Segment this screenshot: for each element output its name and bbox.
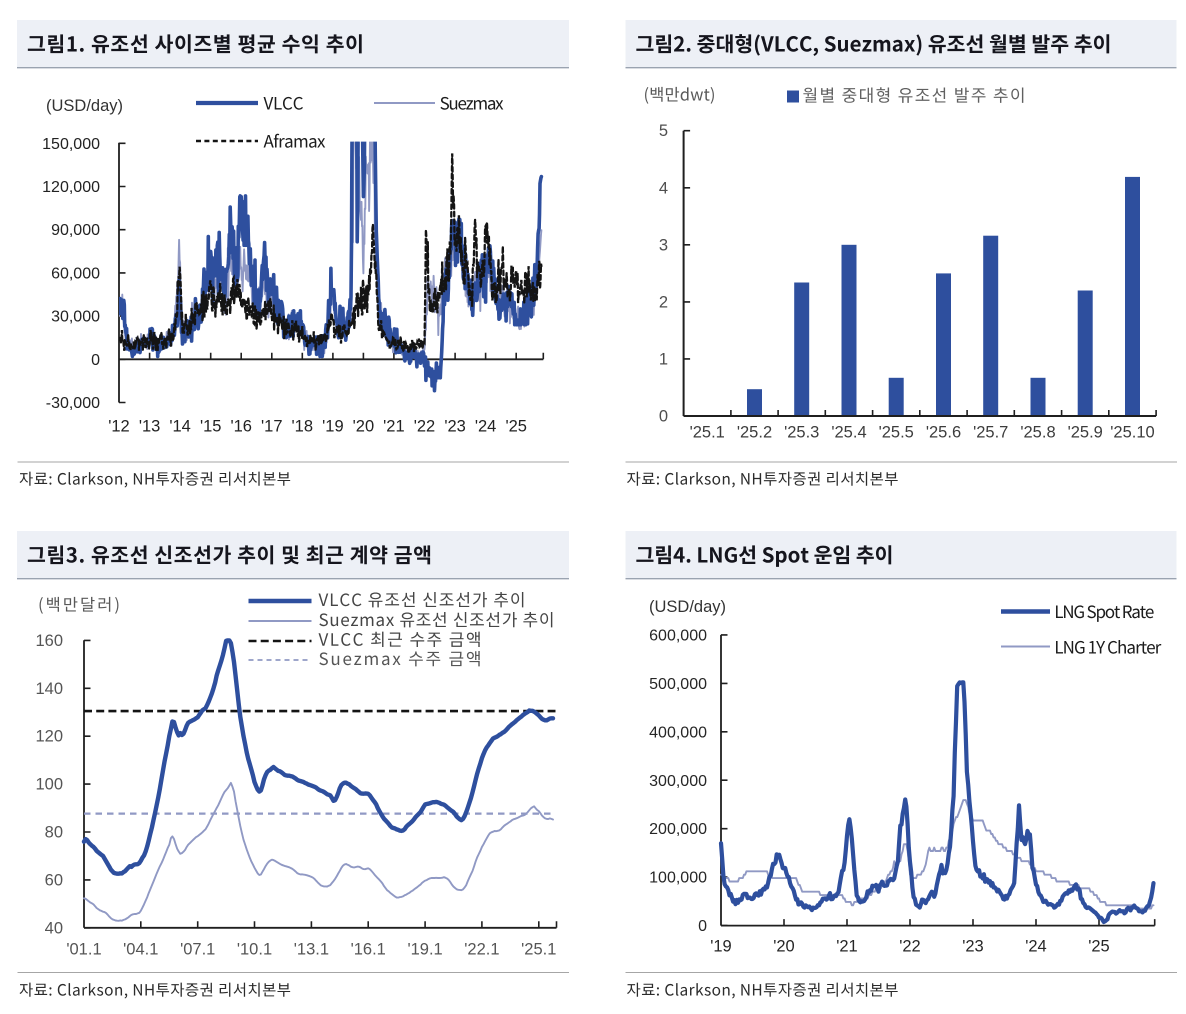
svg-text:150,000: 150,000 <box>42 136 100 153</box>
svg-text:'15: '15 <box>200 418 222 436</box>
svg-text:80: 80 <box>45 824 63 842</box>
svg-text:'04.1: '04.1 <box>123 941 158 959</box>
svg-text:'17: '17 <box>261 418 283 436</box>
svg-text:(USD/day): (USD/day) <box>46 97 123 115</box>
svg-text:'24: '24 <box>1025 938 1047 956</box>
svg-text:'16.1: '16.1 <box>351 941 386 959</box>
svg-text:40: 40 <box>45 919 63 937</box>
svg-text:'19.1: '19.1 <box>407 941 442 959</box>
svg-text:'23: '23 <box>444 418 466 436</box>
svg-text:300,000: 300,000 <box>649 773 707 790</box>
svg-text:'25.4: '25.4 <box>831 424 866 442</box>
svg-text:'18: '18 <box>292 418 314 436</box>
svg-text:'01.1: '01.1 <box>66 941 101 959</box>
svg-text:'25.3: '25.3 <box>784 424 819 442</box>
svg-text:'25.2: '25.2 <box>737 424 772 442</box>
svg-text:60,000: 60,000 <box>51 265 100 282</box>
svg-text:200,000: 200,000 <box>649 821 707 838</box>
svg-text:1: 1 <box>659 350 668 368</box>
svg-text:140: 140 <box>35 680 63 698</box>
svg-text:120,000: 120,000 <box>42 179 100 196</box>
svg-text:2: 2 <box>659 293 668 311</box>
svg-text:0: 0 <box>659 408 668 426</box>
svg-text:120: 120 <box>35 728 63 746</box>
svg-text:'19: '19 <box>710 938 732 956</box>
svg-text:'21: '21 <box>836 938 858 956</box>
svg-text:0: 0 <box>91 352 100 369</box>
svg-text:100,000: 100,000 <box>649 870 707 887</box>
svg-text:'25.1: '25.1 <box>521 941 556 959</box>
svg-text:'22: '22 <box>899 938 921 956</box>
svg-text:4: 4 <box>659 179 668 197</box>
svg-text:60: 60 <box>45 871 63 889</box>
svg-text:'21: '21 <box>383 418 405 436</box>
svg-text:30,000: 30,000 <box>51 309 100 326</box>
svg-text:500,000: 500,000 <box>649 676 707 693</box>
svg-text:'25.8: '25.8 <box>1020 424 1055 442</box>
svg-text:'16: '16 <box>230 418 252 436</box>
svg-text:'25: '25 <box>505 418 527 436</box>
svg-text:'23: '23 <box>962 938 984 956</box>
svg-text:-30,000: -30,000 <box>46 395 100 412</box>
svg-text:'25: '25 <box>1088 938 1110 956</box>
svg-text:'14: '14 <box>169 418 191 436</box>
svg-text:'25.1: '25.1 <box>690 424 725 442</box>
svg-text:'13.1: '13.1 <box>294 941 329 959</box>
svg-text:'19: '19 <box>322 418 344 436</box>
svg-text:5: 5 <box>659 122 668 140</box>
svg-text:'10.1: '10.1 <box>237 941 272 959</box>
svg-text:90,000: 90,000 <box>51 222 100 239</box>
svg-text:'25.6: '25.6 <box>926 424 961 442</box>
svg-text:'25.7: '25.7 <box>973 424 1008 442</box>
svg-text:0: 0 <box>698 918 707 935</box>
svg-text:'24: '24 <box>475 418 497 436</box>
svg-text:'13: '13 <box>139 418 161 436</box>
svg-text:'20: '20 <box>353 418 375 436</box>
svg-text:'22.1: '22.1 <box>464 941 499 959</box>
svg-text:'25.9: '25.9 <box>1068 424 1103 442</box>
svg-text:3: 3 <box>659 236 668 254</box>
svg-text:'20: '20 <box>773 938 795 956</box>
svg-text:'25.5: '25.5 <box>879 424 914 442</box>
svg-text:'12: '12 <box>108 418 130 436</box>
svg-text:400,000: 400,000 <box>649 724 707 741</box>
svg-text:'07.1: '07.1 <box>180 941 215 959</box>
svg-text:600,000: 600,000 <box>649 627 707 644</box>
svg-text:160: 160 <box>35 632 63 650</box>
svg-text:(USD/day): (USD/day) <box>649 598 726 616</box>
svg-text:'25.10: '25.10 <box>1110 424 1154 442</box>
svg-text:100: 100 <box>35 776 63 794</box>
svg-text:'22: '22 <box>414 418 436 436</box>
